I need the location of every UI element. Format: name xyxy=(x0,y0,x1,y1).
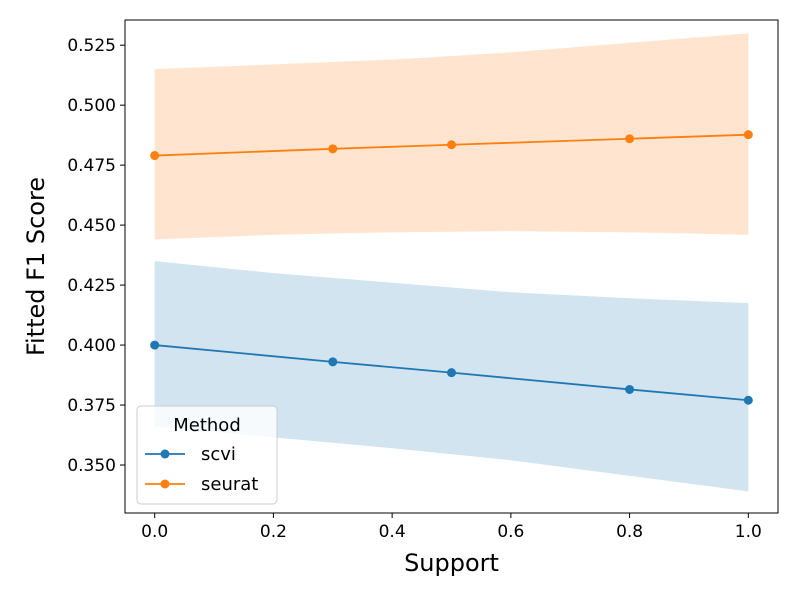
point-scvi xyxy=(743,395,753,405)
legend-entries: scvi seurat xyxy=(145,444,258,495)
x-tick-label: 1.0 xyxy=(735,522,762,542)
point-seurat xyxy=(328,144,338,154)
point-scvi xyxy=(625,384,635,394)
point-scvi xyxy=(447,368,456,378)
point-scvi xyxy=(328,357,338,367)
x-tick-label: 0.8 xyxy=(616,522,643,542)
y-tick-label: 0.450 xyxy=(67,216,116,236)
legend: Method scvi seurat xyxy=(136,405,278,505)
band-seurat xyxy=(154,33,749,240)
y-tick-label: 0.375 xyxy=(67,396,116,416)
y-tick-label: 0.525 xyxy=(67,36,116,56)
point-seurat xyxy=(743,130,753,140)
y-tick-label: 0.400 xyxy=(67,336,116,356)
y-axis-ticks: 0.350 0.375 0.400 0.425 0.450 0.475 0.500 0.525 xyxy=(67,36,125,476)
legend-title: Method xyxy=(173,415,241,436)
point-seurat xyxy=(625,134,635,144)
legend-box xyxy=(136,405,278,505)
legend-marker-seurat xyxy=(160,479,170,489)
legend-label-scvi: scvi xyxy=(201,444,236,465)
point-seurat xyxy=(150,151,160,161)
y-tick-label: 0.500 xyxy=(67,96,116,116)
y-tick-label: 0.425 xyxy=(67,276,116,296)
point-scvi xyxy=(150,340,160,350)
plot-frame xyxy=(124,19,779,514)
x-axis-ticks: 0.0 0.2 0.4 0.6 0.8 1.0 xyxy=(141,513,762,542)
x-tick-label: 0.4 xyxy=(379,522,406,542)
series-points xyxy=(150,130,753,405)
legend-marker-scvi xyxy=(160,449,170,459)
y-axis-label: Fitted F1 Score xyxy=(22,177,50,356)
x-tick-label: 0.2 xyxy=(260,522,287,542)
y-tick-label: 0.475 xyxy=(67,156,116,176)
point-seurat xyxy=(447,140,456,150)
x-tick-label: 0.6 xyxy=(497,522,524,542)
y-tick-label: 0.350 xyxy=(67,456,116,476)
x-tick-label: 0.0 xyxy=(141,522,168,542)
legend-label-seurat: seurat xyxy=(201,474,258,495)
x-axis-label: Support xyxy=(404,549,499,577)
